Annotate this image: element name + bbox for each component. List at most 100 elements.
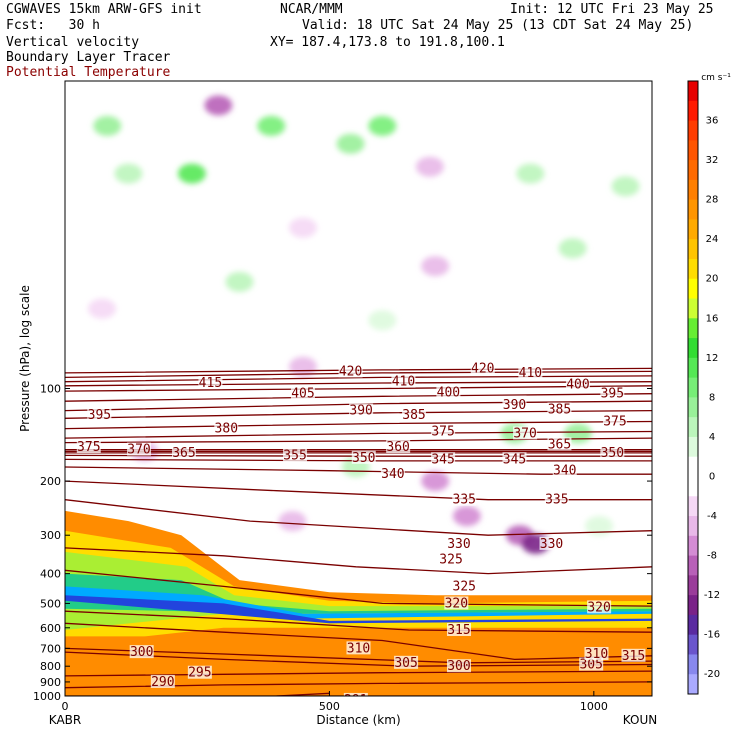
velocity-cell [415,156,444,177]
x-axis-title: Distance (km) [316,713,400,727]
colorbar-tick-label: 0 [709,471,715,482]
colorbar-tick-label: 36 [706,116,719,127]
velocity-cell [288,217,317,238]
colorbar-bin [688,674,698,695]
theta-label-bg [338,364,363,378]
theta-label-bg [402,408,427,422]
theta-label: 325 [439,553,462,568]
colorbar-bin [688,179,698,201]
colorbar-bin [688,338,698,359]
colorbar-bin [688,575,698,596]
theta-label: 410 [519,366,542,381]
field-vertical-velocity: Vertical velocity [6,35,140,50]
theta-contour [65,393,652,402]
colorbar-bin [688,476,698,497]
colorbar-tick-label: 20 [706,274,719,285]
y-tick-label: 400 [40,568,61,581]
theta-label: 380 [215,422,238,437]
theta-label-bg [518,365,543,379]
colorbar-bin [688,140,698,161]
theta-label-bg [452,579,477,593]
colorbar-tick-label: 4 [709,432,715,443]
colorbar-tick-label: 8 [709,392,715,403]
theta-label-bg [439,552,464,566]
velocity-cell [611,176,640,197]
theta-label-bg [87,408,112,422]
theta-label: 335 [545,493,568,508]
velocity-cell [516,163,545,184]
theta-label: 370 [127,443,150,458]
colorbar-tick-label: 16 [706,313,719,324]
theta-label-bg [103,695,128,696]
theta-label: 390 [349,404,372,419]
velocity-cell [114,163,143,184]
theta-label-bg [446,622,471,636]
theta-label: 375 [77,440,100,455]
colorbar-bin [688,535,698,557]
colorbar-tick-label: -8 [707,551,717,562]
theta-label-bg [547,402,572,416]
theta-label: 320 [587,600,610,615]
model-title: CGWAVES 15km ARW-GFS init [6,2,202,17]
org-label: NCAR/MMM [280,2,343,17]
theta-label-bg [444,596,469,610]
theta-label: 290 [151,675,174,690]
colorbar-tick-label: -20 [704,669,720,680]
y-tick-label: 1000 [33,690,61,703]
colorbar-bin [688,219,698,240]
theta-contour [65,420,652,430]
theta-contour [65,430,652,439]
colorbar-bin [688,81,698,102]
velocity-cell [368,310,397,331]
theta-label: 420 [339,364,362,379]
theta-label: 385 [402,408,425,423]
theta-label-bg [351,450,376,464]
colorbar-bin [688,417,698,438]
colorbar-bin [688,318,698,339]
theta-contour [65,569,652,607]
theta-label-bg [127,442,152,456]
velocity-cell [204,95,233,116]
theta-label-bg [502,397,527,411]
theta-label: 340 [553,464,576,479]
theta-label: 395 [88,408,111,423]
theta-contour [65,480,652,501]
x-tick-label: 1000 [580,700,608,713]
colorbar-bin [688,516,698,537]
theta-label: 385 [548,402,571,417]
colorbar-tick-label: -4 [707,511,717,522]
colorbar-bin [688,496,698,517]
theta-label-bg [539,536,564,550]
theta-label-bg [547,437,572,451]
velocity-cell [452,506,481,527]
theta-label-bg [446,536,471,550]
velocity-cell [558,238,587,259]
theta-contour [65,547,652,575]
theta-label-bg [380,467,405,481]
theta-label: 400 [437,385,460,400]
colorbar-tick-label: 28 [706,195,719,206]
theta-label: 325 [453,579,476,594]
theta-label: 420 [471,361,494,376]
velocity-cell [278,511,307,532]
theta-label: 305 [579,658,602,673]
y-tick-label: 800 [40,660,61,673]
theta-contour [65,385,652,392]
colorbar-bin [688,298,698,319]
theta-label: 330 [540,537,563,552]
theta-label: 330 [447,537,470,552]
velocity-cell [421,256,450,277]
theta-label: 365 [548,437,571,452]
theta-label-bg [214,421,239,435]
theta-label: 295 [188,666,211,681]
colorbar-bin [688,614,698,636]
valid-time: Valid: 18 UTC Sat 24 May 25 (13 CDT Sat … [302,18,694,33]
theta-label: 395 [601,387,624,402]
theta-contour [65,375,652,383]
theta-label-bg [502,452,527,466]
theta-label-bg [187,665,212,679]
colorbar-bin [688,258,698,280]
theta-contour [65,400,652,412]
colorbar-bin [688,595,698,616]
